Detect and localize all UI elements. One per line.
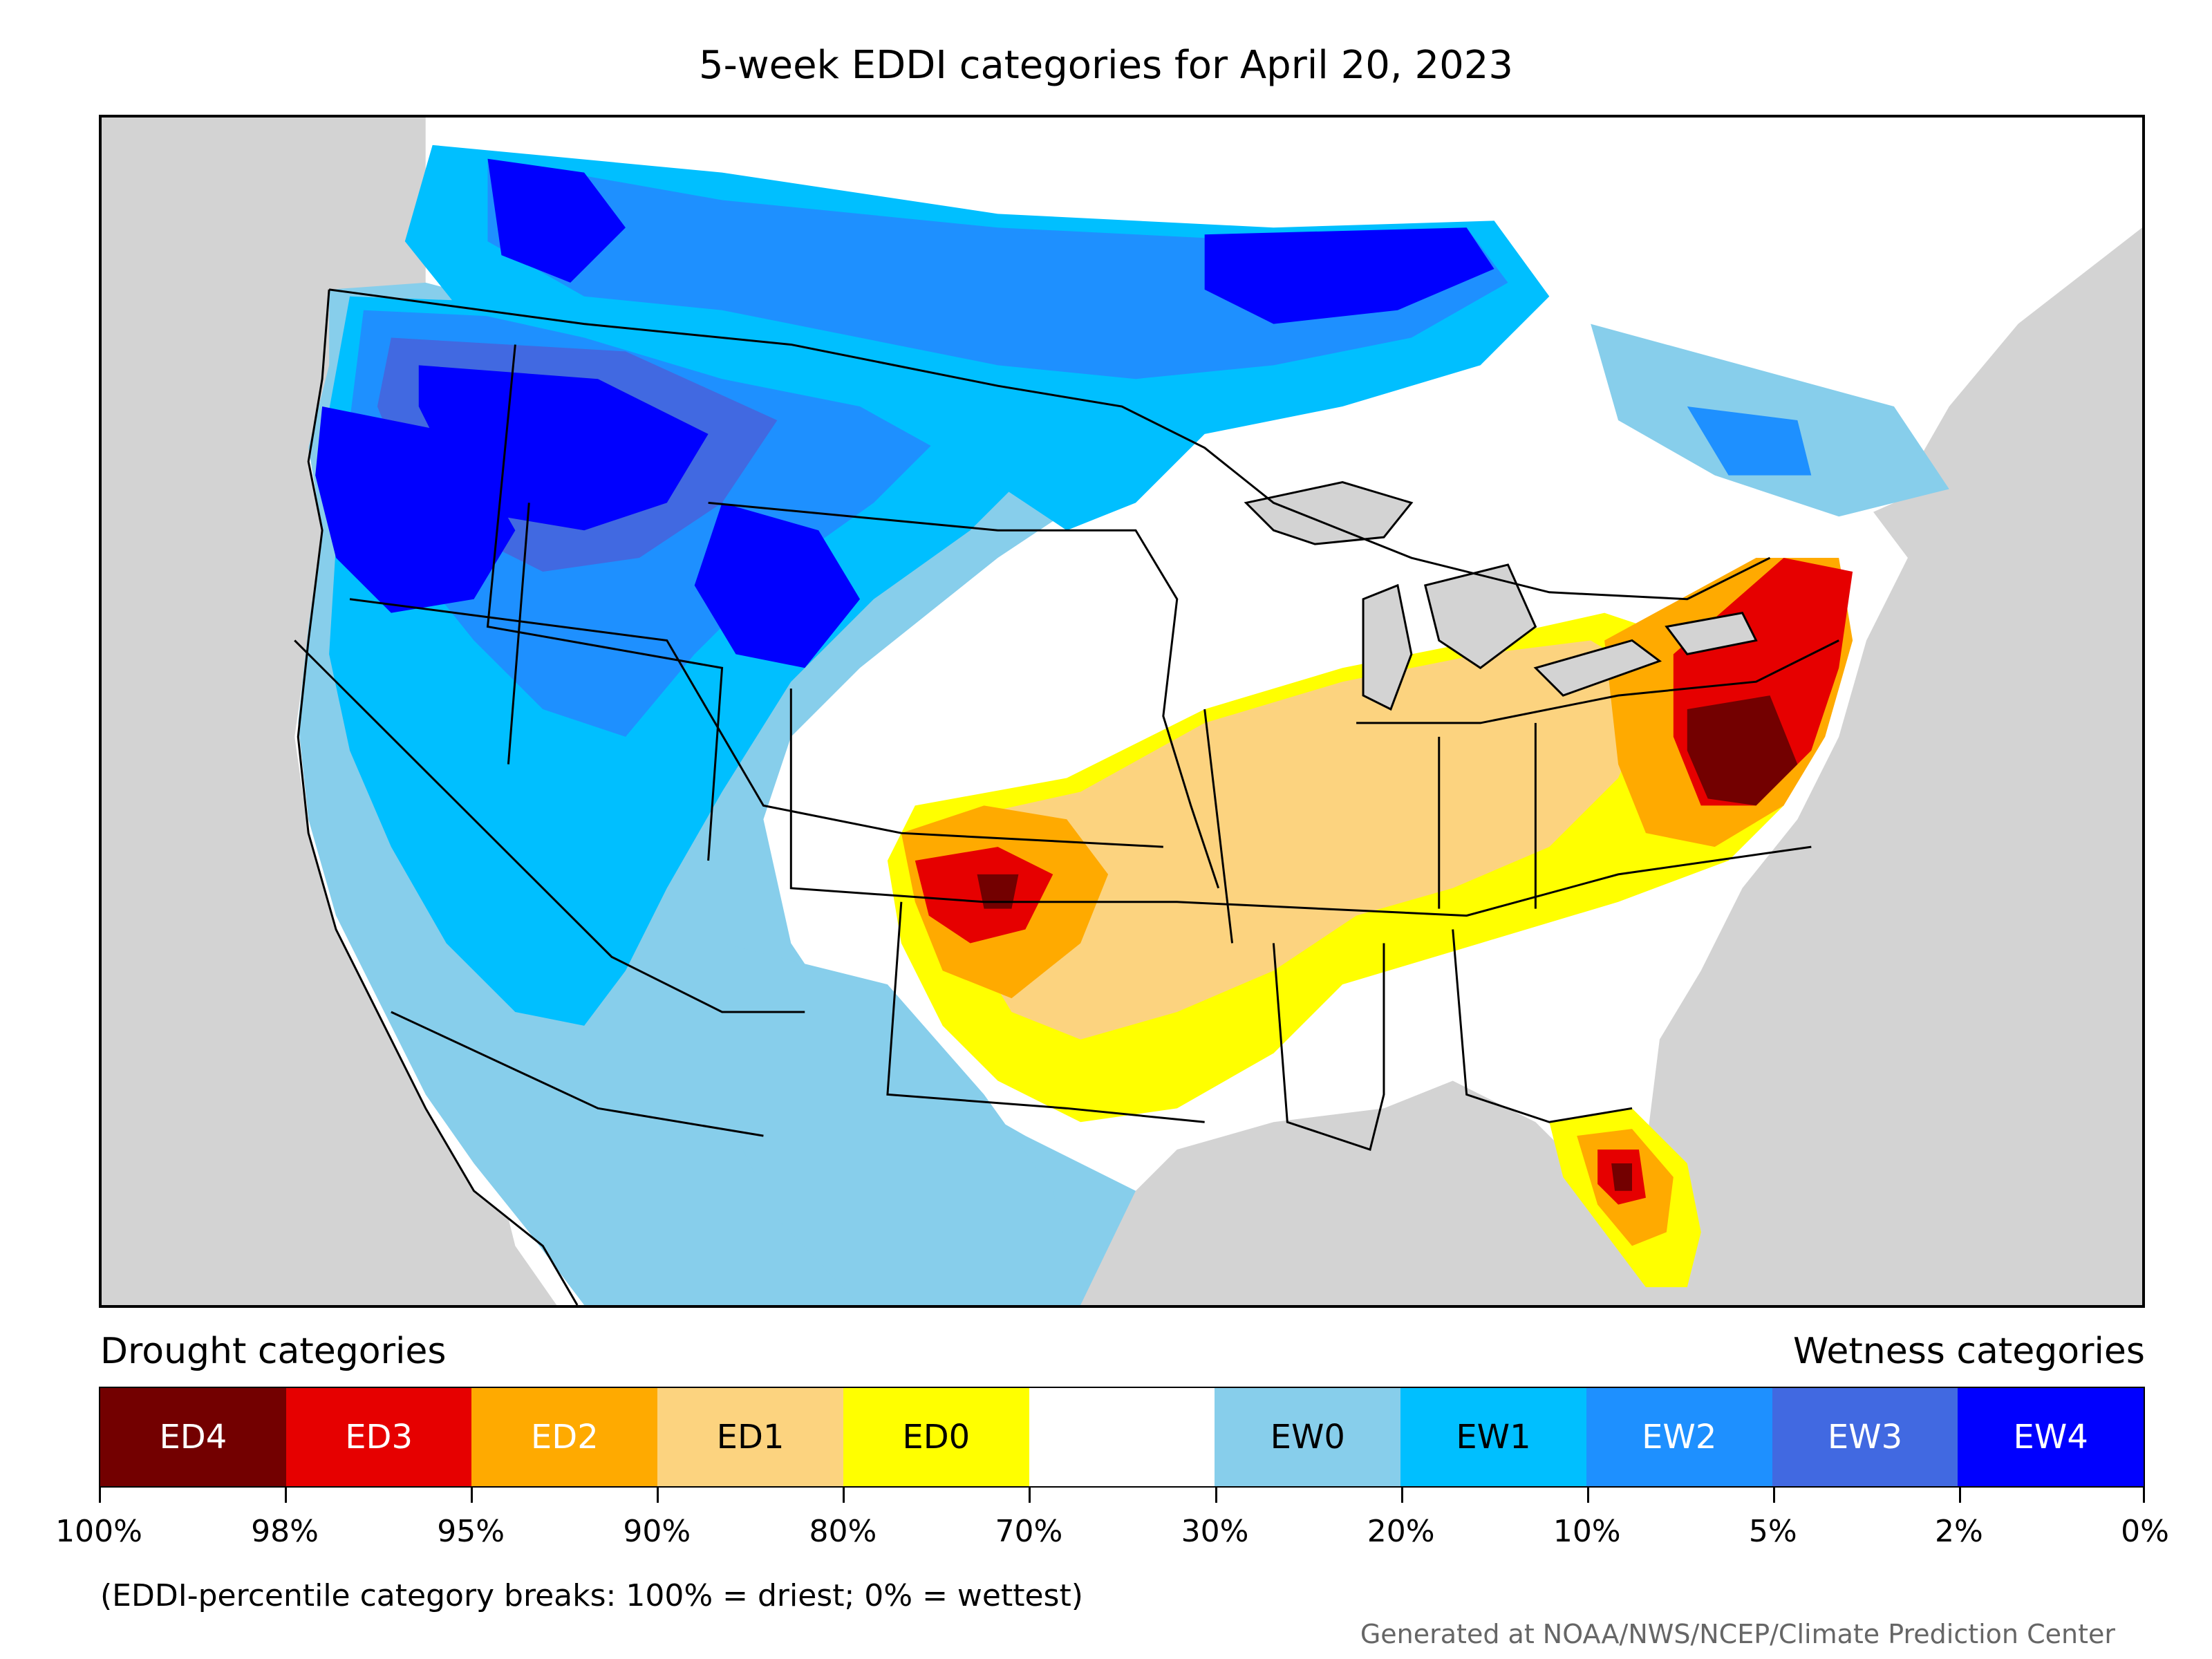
state-borders	[294, 288, 1839, 1151]
colorbar-cell-ed3: ED3	[285, 1388, 472, 1486]
colorbar-cell-ew0: EW0	[1215, 1388, 1401, 1486]
map-panel[interactable]	[99, 115, 2145, 1308]
percentile-note: (EDDI-percentile category breaks: 100% =…	[100, 1578, 1083, 1613]
colorbar-ticks	[99, 1488, 2145, 1508]
colorbar-tick-label: 5%	[1748, 1514, 1797, 1549]
colorbar-tick	[471, 1488, 474, 1503]
great-lakes	[1244, 481, 1758, 711]
colorbar-cell-none	[1029, 1388, 1215, 1486]
colorbar-tick	[843, 1488, 845, 1503]
colorbar-cell-ew4: EW4	[1958, 1388, 2144, 1486]
colorbar-tick-label: 20%	[1367, 1514, 1435, 1549]
drought-fields	[887, 558, 1853, 1288]
drought-categories-heading: Drought categories	[100, 1331, 447, 1372]
colorbar-tick-label: 10%	[1553, 1514, 1621, 1549]
credit-line: Generated at NOAA/NWS/NCEP/Climate Predi…	[1360, 1619, 2115, 1649]
colorbar-tick	[1400, 1488, 1403, 1503]
colorbar-cell-ed4: ED4	[100, 1388, 286, 1486]
colorbar-tick	[657, 1488, 659, 1503]
colorbar-tick-label: 0%	[2121, 1514, 2169, 1549]
colorbar-cell-ed1: ED1	[657, 1388, 843, 1486]
colorbar-tick	[1586, 1488, 1589, 1503]
category-colorbar: ED4 ED3 ED2 ED1 ED0 EW0 EW1 EW2 EW3 EW4	[99, 1387, 2145, 1488]
colorbar-cell-ew1: EW1	[1400, 1388, 1586, 1486]
colorbar-tick-label: 95%	[437, 1514, 505, 1549]
colorbar-tick-label: 80%	[809, 1514, 877, 1549]
wetness-categories-heading: Wetness categories	[1793, 1331, 2145, 1372]
colorbar-tick-label: 70%	[995, 1514, 1063, 1549]
colorbar-tick	[1029, 1488, 1031, 1503]
colorbar-tick	[2143, 1488, 2145, 1503]
colorbar-tick	[99, 1488, 101, 1503]
colorbar-tick	[1215, 1488, 1217, 1503]
colorbar-tick-label: 2%	[1935, 1514, 1983, 1549]
coastline	[297, 289, 579, 1305]
colorbar-cell-ew3: EW3	[1772, 1388, 1958, 1486]
colorbar-cell-ed0: ED0	[843, 1388, 1029, 1486]
colorbar-tick	[1958, 1488, 1961, 1503]
colorbar-tick-label: 90%	[623, 1514, 691, 1549]
map-title: 5-week EDDI categories for April 20, 202…	[698, 43, 1514, 88]
colorbar-tick	[285, 1488, 288, 1503]
colorbar-tick	[1772, 1488, 1775, 1503]
colorbar-cell-ed2: ED2	[471, 1388, 658, 1486]
colorbar-tick-label: 30%	[1181, 1514, 1249, 1549]
eddi-map	[294, 118, 2142, 1305]
colorbar-tick-label: 98%	[251, 1514, 319, 1549]
colorbar-cell-ew2: EW2	[1586, 1388, 1772, 1486]
colorbar-tick-label: 100%	[55, 1514, 142, 1549]
